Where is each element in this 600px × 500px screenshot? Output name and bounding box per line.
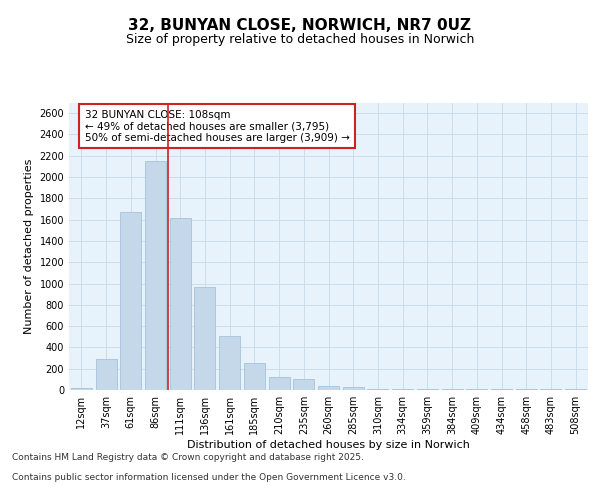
Bar [293,380,314,390]
Bar [170,218,191,390]
Y-axis label: Number of detached properties: Number of detached properties [24,158,34,334]
Text: 32, BUNYAN CLOSE, NORWICH, NR7 0UZ: 32, BUNYAN CLOSE, NORWICH, NR7 0UZ [128,18,472,32]
Text: Contains public sector information licensed under the Open Government Licence v3: Contains public sector information licen… [12,474,406,482]
Text: Size of property relative to detached houses in Norwich: Size of property relative to detached ho… [126,32,474,46]
Bar [269,377,290,390]
Text: Contains HM Land Registry data © Crown copyright and database right 2025.: Contains HM Land Registry data © Crown c… [12,454,364,462]
Bar [343,387,364,390]
Bar [219,336,240,390]
Bar [318,386,339,390]
Text: 32 BUNYAN CLOSE: 108sqm
← 49% of detached houses are smaller (3,795)
50% of semi: 32 BUNYAN CLOSE: 108sqm ← 49% of detache… [85,110,349,143]
X-axis label: Distribution of detached houses by size in Norwich: Distribution of detached houses by size … [187,440,470,450]
Bar [244,364,265,390]
Bar [95,359,116,390]
Bar [120,212,141,390]
Bar [194,286,215,390]
Bar [71,388,92,390]
Bar [145,161,166,390]
